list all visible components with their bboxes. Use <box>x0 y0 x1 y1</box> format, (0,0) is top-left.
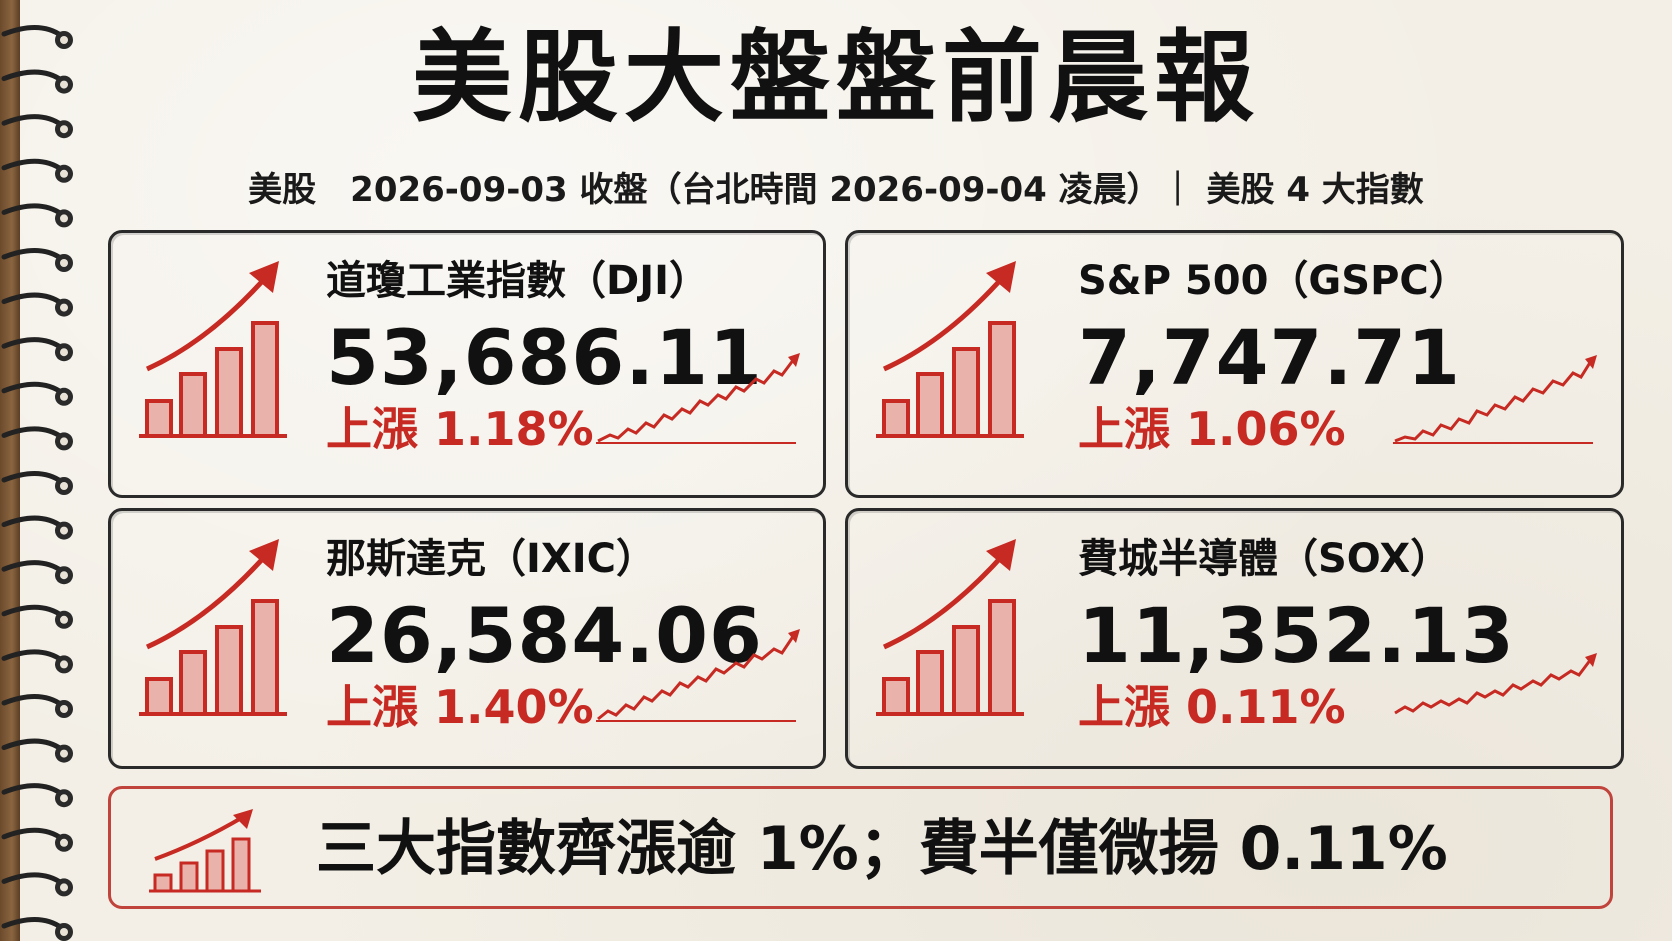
sparkline-icon <box>1393 355 1597 444</box>
index-card-dji: 道瓊工業指數（DJI） 53,686.11 上漲 1.18% <box>108 230 826 498</box>
index-name: S&P 500（GSPC） <box>1078 258 1469 304</box>
sparkline-icon <box>596 629 800 722</box>
index-value: 26,584.06 <box>326 591 763 680</box>
sparkline-icon <box>1394 653 1597 715</box>
index-change: 上漲 1.06% <box>1078 402 1346 456</box>
rising-bar-chart-icon <box>876 261 1024 438</box>
index-name: 道瓊工業指數（DJI） <box>326 258 709 304</box>
index-change: 上漲 1.18% <box>326 402 594 456</box>
rising-bar-chart-icon <box>139 539 287 716</box>
rising-bar-chart-icon <box>149 809 261 893</box>
index-value: 7,747.71 <box>1078 313 1462 402</box>
index-change: 上漲 0.11% <box>1078 680 1346 734</box>
index-card-sox: 費城半導體（SOX） 11,352.13 上漲 0.11% <box>845 508 1624 769</box>
index-value: 53,686.11 <box>326 313 763 402</box>
rising-bar-chart-icon <box>139 261 287 438</box>
rising-bar-chart-icon <box>876 539 1024 716</box>
index-name: 那斯達克（IXIC） <box>326 536 656 582</box>
summary-text: 三大指數齊漲逾 1%；費半僅微揚 0.11% <box>316 814 1448 884</box>
index-change: 上漲 1.40% <box>326 680 594 734</box>
index-card-ixic: 那斯達克（IXIC） 26,584.06 上漲 1.40% <box>108 508 826 769</box>
index-value: 11,352.13 <box>1078 591 1515 680</box>
page-title: 美股大盤盤前晨報 <box>412 19 1260 136</box>
index-name: 費城半導體（SOX） <box>1078 536 1451 582</box>
sparkline-icon <box>596 353 800 444</box>
page-subtitle: 美股 2026-09-03 收盤（台北時間 2026-09-04 凌晨）｜ 美股… <box>248 170 1424 210</box>
index-card-gspc: S&P 500（GSPC） 7,747.71 上漲 1.06% <box>845 230 1624 498</box>
spiral-binding-icon <box>1 25 73 941</box>
cork-board-edge <box>0 0 20 941</box>
summary-banner: 三大指數齊漲逾 1%；費半僅微揚 0.11% <box>108 786 1613 909</box>
